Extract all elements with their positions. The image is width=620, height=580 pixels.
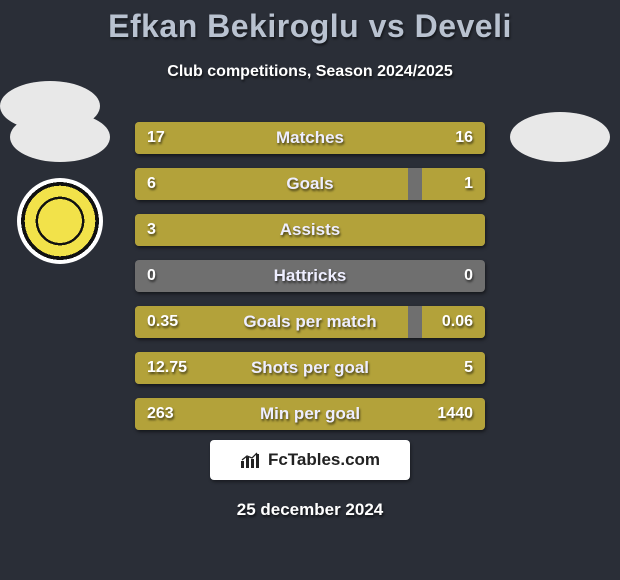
- stat-label: Goals per match: [135, 306, 485, 338]
- stat-label: Min per goal: [135, 398, 485, 430]
- fctables-logo[interactable]: FcTables.com: [210, 440, 410, 480]
- stat-row: Assists3: [135, 214, 485, 246]
- stat-value-left: 0: [147, 260, 156, 292]
- stat-label: Shots per goal: [135, 352, 485, 384]
- stat-value-left: 0.35: [147, 306, 178, 338]
- page-title: Efkan Bekiroglu vs Develi: [0, 0, 620, 45]
- stat-label: Goals: [135, 168, 485, 200]
- stat-label: Assists: [135, 214, 485, 246]
- stat-label: Hattricks: [135, 260, 485, 292]
- stat-row: Shots per goal12.75 5: [135, 352, 485, 384]
- stat-value-left: 6: [147, 168, 156, 200]
- player-left-avatar: [10, 112, 110, 162]
- stat-value-right: 0: [464, 260, 473, 292]
- stat-value-left: 3: [147, 214, 156, 246]
- stat-row: Min per goal263 1440: [135, 398, 485, 430]
- stat-row: Goals6 1: [135, 168, 485, 200]
- stat-value-left: 17: [147, 122, 165, 154]
- stat-value-right: 0.06: [442, 306, 473, 338]
- comparison-bars: Matches17 16 Goals6 1 Assists3 Hattricks0 0 Goa…: [135, 122, 485, 444]
- stat-value-left: 263: [147, 398, 174, 430]
- stat-value-right: 16: [455, 122, 473, 154]
- stat-row: Goals per match0.35 0.06: [135, 306, 485, 338]
- player-right-avatar: [510, 112, 610, 162]
- stat-value-right: 1: [464, 168, 473, 200]
- chart-icon: [240, 451, 262, 469]
- stat-value-left: 12.75: [147, 352, 187, 384]
- stat-row: Matches17 16: [135, 122, 485, 154]
- date-text: 25 december 2024: [0, 500, 620, 520]
- logo-text: FcTables.com: [268, 450, 380, 470]
- stat-value-right: 1440: [437, 398, 473, 430]
- stat-label: Matches: [135, 122, 485, 154]
- subtitle: Club competitions, Season 2024/2025: [0, 63, 620, 81]
- club-badge-icon: [17, 178, 103, 264]
- stat-row: Hattricks0 0: [135, 260, 485, 292]
- stat-value-right: 5: [464, 352, 473, 384]
- club-left-badge: [17, 178, 103, 264]
